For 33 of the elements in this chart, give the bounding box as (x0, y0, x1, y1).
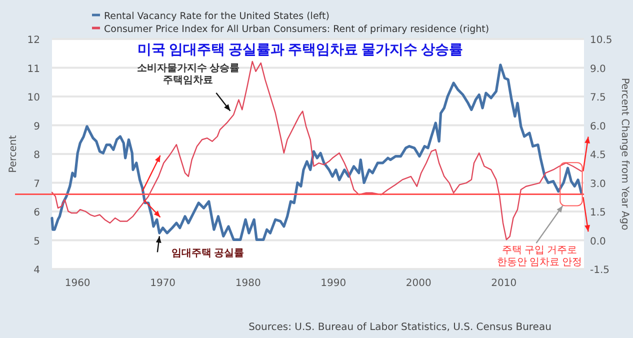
annotation: 임대주택 공실률 (171, 248, 244, 260)
y-tick-label: 9 (34, 121, 40, 132)
y2-tick-label: 6.0 (590, 121, 606, 132)
y2-tick-label: 10.5 (590, 35, 612, 46)
y2-tick-label: 3.0 (590, 178, 606, 190)
x-tick-label: 1980 (235, 278, 261, 289)
chart-title: 미국 임대주택 공실률과 주택임차료 물가지수 상승률 (137, 43, 463, 58)
y-tick-label: 8 (34, 150, 40, 161)
y-axis-title: Percent (8, 135, 19, 173)
y2-tick-label: 7.5 (590, 92, 606, 104)
y-tick-label: 10 (27, 92, 40, 104)
y2-tick-label: 4.5 (590, 150, 606, 161)
y-tick-label: 6 (34, 208, 40, 218)
y-tick-label: 5 (34, 236, 40, 248)
legend-label: Consumer Price Index for All Urban Consumers: Rent of primary residence (right) (104, 24, 490, 35)
annotation: 소비자물가지수 상승률 주택임차료 (136, 62, 240, 86)
x-tick-label: 2010 (491, 278, 517, 289)
x-tick-label: 1960 (64, 278, 90, 289)
y-tick-label: 11 (27, 64, 40, 75)
y2-tick-label: 1.5 (590, 208, 606, 218)
annotation: 주택 구입 거주로 한동안 임차료 안정 (497, 245, 582, 268)
x-tick-label: 1970 (150, 278, 176, 289)
y-tick-label: 12 (27, 35, 40, 46)
legend-label: Rental Vacancy Rate for the United States (left) (104, 11, 330, 22)
x-tick-label: 2000 (406, 278, 432, 289)
x-tick-label: 1990 (320, 278, 346, 289)
y2-axis-title: Percent Change from Year Ago (619, 78, 630, 230)
y2-tick-label: -1.5 (590, 265, 610, 276)
y2-tick-label: 0.0 (590, 236, 606, 248)
y2-tick-label: 9.0 (590, 64, 606, 75)
y-tick-label: 7 (34, 178, 40, 190)
y-tick-label: 4 (34, 265, 40, 276)
source-note: Sources: U.S. Bureau of Labor Statistics, U.S. Census Bureau (248, 322, 552, 333)
